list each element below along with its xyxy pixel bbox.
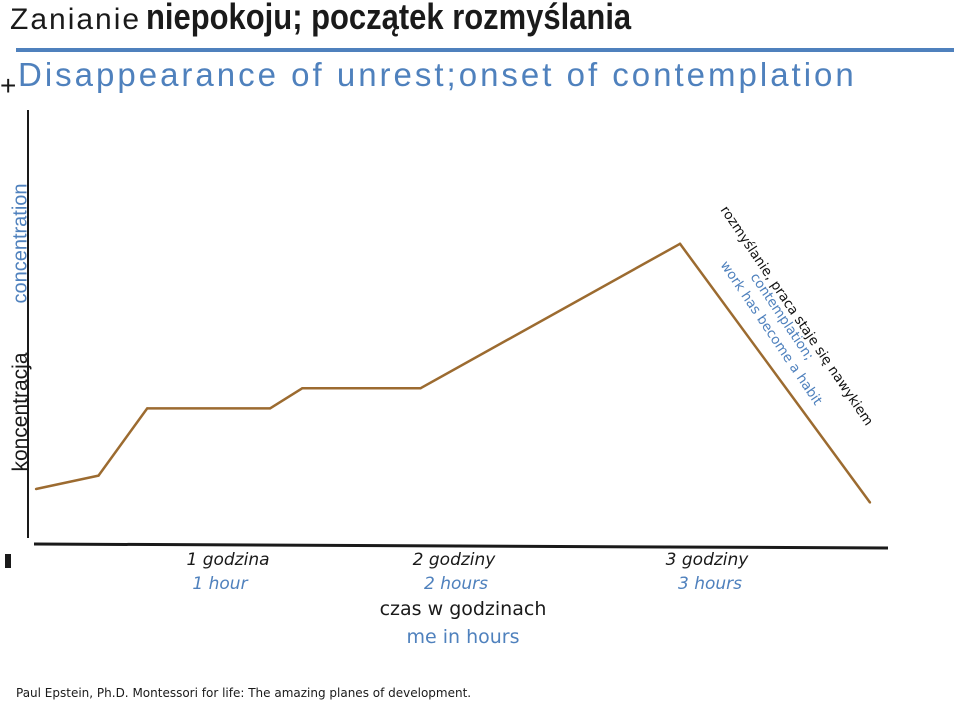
x-tick-label-2: 2 godziny	[412, 550, 496, 570]
citation-footer: Paul Epstein, Ph.D. Montessori for life:…	[16, 686, 472, 700]
data-point-0	[34, 487, 38, 491]
x-axis	[33, 542, 889, 550]
x-axis-label-en: me in hours	[406, 626, 520, 648]
slide-title: Zanianie niepokoju; początek rozmyślania	[10, 0, 960, 42]
minus-mark	[5, 554, 11, 568]
title-underline	[16, 48, 954, 52]
title-lead: Zanianie	[10, 3, 142, 36]
data-point-2	[146, 407, 149, 410]
data-point-6	[678, 242, 682, 245]
series-line-0	[35, 242, 872, 504]
data-point-5	[419, 387, 422, 390]
plus-mark: +	[0, 70, 17, 101]
x-tick-label-3: 3 godziny	[665, 550, 749, 570]
data-point-4	[301, 387, 304, 390]
data-point-1	[97, 474, 100, 477]
data-point-3	[268, 407, 272, 410]
title-bold: niepokoju; początek rozmyślania	[145, 0, 631, 37]
slide-subtitle: Disappearance of unrest;onset of contemp…	[18, 56, 857, 93]
x-tick-label-1-en: 1 hour	[192, 574, 248, 594]
data-point-7	[868, 501, 872, 504]
x-tick-label-2-en: 2 hours	[423, 574, 488, 594]
x-tick-label-3-en: 3 hours	[677, 574, 742, 594]
x-tick-label-1: 1 godzina	[186, 550, 270, 570]
x-axis-label: czas w godzinach	[379, 598, 547, 620]
